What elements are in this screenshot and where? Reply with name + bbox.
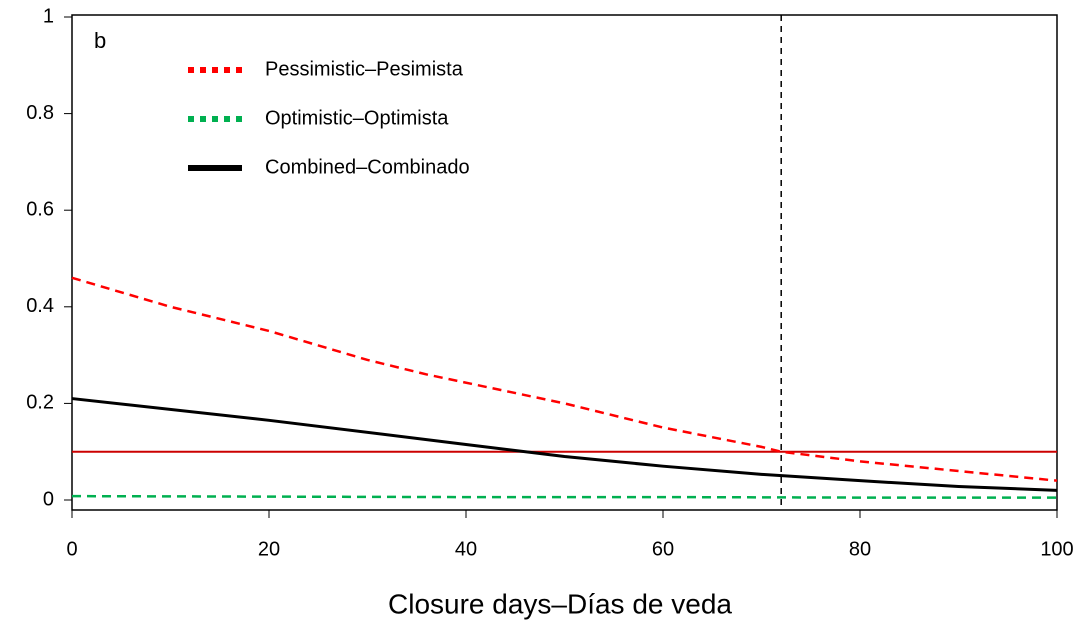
x-tick-label: 20: [258, 538, 280, 560]
series-line: [71, 494, 1057, 499]
y-tick-label: 0.8: [26, 102, 54, 124]
series-line: [71, 397, 1058, 492]
legend-label: Optimistic–Optimista: [265, 107, 449, 129]
y-tick-label: 0: [43, 488, 54, 510]
y-tick-label: 0.6: [26, 198, 54, 220]
x-tick-label: 60: [652, 538, 674, 560]
y-tick-label: 0.2: [26, 392, 54, 414]
y-tick-label: 1: [43, 5, 54, 27]
x-tick-label: 100: [1040, 538, 1073, 560]
x-tick-label: 0: [66, 538, 77, 560]
x-tick-label: 40: [455, 538, 477, 560]
panel-label: b: [94, 28, 106, 53]
x-tick-label: 80: [849, 538, 871, 560]
x-axis-title: Closure days–Días de veda: [388, 588, 732, 619]
plot-frame: [71, 14, 1058, 511]
series-line: [71, 276, 1058, 482]
legend-label: Combined–Combinado: [265, 156, 470, 178]
legend-label: Pessimistic–Pesimista: [265, 58, 464, 80]
y-tick-label: 0.4: [26, 295, 54, 317]
